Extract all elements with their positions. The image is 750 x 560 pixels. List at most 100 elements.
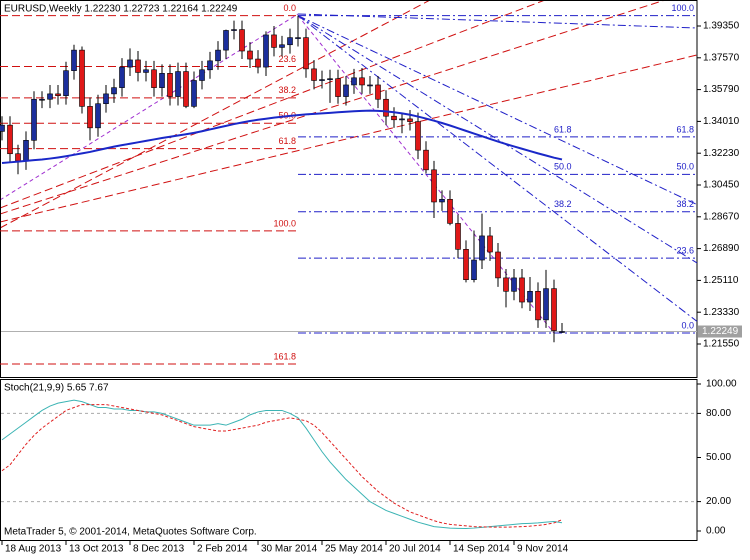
candle-body	[63, 70, 69, 96]
candle-body	[151, 69, 157, 88]
candle-body	[87, 106, 93, 129]
fib-retracement-label: 61.8	[676, 124, 694, 134]
y-tick-label: 1.26890	[703, 243, 740, 254]
y-tick-label: 1.39350	[703, 21, 740, 32]
y-tick-label: 1.23330	[703, 307, 740, 318]
candle-body	[167, 73, 173, 97]
candle-body	[231, 29, 237, 31]
candle-body	[479, 235, 485, 261]
candle-body	[391, 115, 397, 121]
candle-body	[375, 84, 381, 100]
trend-line	[0, 13, 299, 201]
candle-body	[127, 59, 133, 68]
fan-line	[0, 0, 546, 209]
candle-body	[263, 34, 269, 68]
candle-body	[463, 249, 469, 280]
fib-retracement-label: 100.0	[671, 3, 694, 13]
candle-body	[423, 149, 429, 171]
candle-body	[399, 118, 405, 121]
candle-body	[95, 103, 101, 129]
fib-retracement-label: 23.6	[676, 246, 694, 256]
x-tick-label: 13 Oct 2013	[69, 544, 124, 555]
candle-body	[471, 259, 477, 280]
fib-retracement-label: 50.0	[676, 162, 694, 172]
y-tick-label: 1.34010	[703, 116, 740, 127]
fib-retracement-label: 0.0	[681, 320, 694, 330]
candle-body	[559, 331, 565, 333]
fib-expansion-label: 100.0	[273, 218, 296, 228]
candle-body	[503, 277, 509, 292]
candle-body	[31, 98, 37, 141]
candle-body	[311, 68, 317, 81]
candle-body	[495, 251, 501, 279]
y-tick-label: 80.00	[706, 408, 731, 419]
y-tick-label: 1.35790	[703, 84, 740, 95]
candle-body	[535, 290, 541, 321]
candle-body	[271, 34, 277, 48]
candle-body	[175, 71, 181, 97]
drawing-objects	[0, 0, 698, 229]
chart-title: EURUSD,Weekly 1.22230 1.22723 1.22164 1.…	[4, 4, 238, 15]
fib-fan-line	[297, 15, 698, 264]
x-tick-label: 14 Sep 2014	[453, 544, 510, 555]
candle-body	[487, 235, 493, 253]
fib-expansion-label: 38.2	[278, 85, 296, 95]
fib-expansion-label: 61.8	[278, 136, 296, 146]
candle-body	[183, 71, 189, 107]
x-tick-label: 20 Jul 2014	[389, 544, 441, 555]
price-label: 1.22249	[702, 326, 739, 337]
stoch-line	[1, 399, 563, 530]
candle-body	[343, 84, 349, 97]
candle-body	[359, 77, 365, 86]
candle-body	[287, 37, 293, 46]
candle-body	[455, 223, 461, 250]
footer: MetaTrader 5, © 2001-2014, MetaQuotes So…	[4, 527, 257, 538]
candle-body	[223, 30, 229, 51]
candle-body	[39, 98, 45, 101]
x-tick-label: 2 Feb 2014	[197, 544, 248, 555]
y-tick-label: 1.25110	[703, 275, 739, 286]
candle-body	[55, 93, 61, 96]
candle-body	[23, 140, 29, 162]
candle-body	[239, 29, 245, 52]
candle-body	[135, 59, 141, 73]
candle-body	[0, 124, 5, 132]
x-tick-label: 18 Aug 2013	[5, 544, 62, 555]
stoch-line	[1, 404, 563, 528]
moving-average	[1, 109, 563, 165]
candle-body	[103, 93, 109, 105]
candle-body	[551, 288, 557, 331]
candle-body	[351, 77, 357, 86]
y-tick-label: 20.00	[706, 496, 731, 507]
candle-body	[303, 37, 309, 70]
fan-line	[0, 0, 666, 215]
candle-body	[279, 44, 285, 48]
price-label-box	[698, 325, 742, 338]
candle-body	[439, 198, 445, 203]
fib-fan-line	[297, 15, 698, 322]
candle-body	[199, 69, 205, 81]
candle-body	[367, 84, 373, 87]
y-tick-label: 1.32230	[703, 148, 740, 159]
candle-body	[143, 69, 149, 73]
candle-body	[47, 93, 53, 100]
candle-body	[527, 290, 533, 303]
fib-fan-line	[297, 15, 698, 206]
candle-body	[335, 78, 341, 97]
candle-body	[383, 98, 389, 117]
x-tick-label: 9 Nov 2014	[517, 544, 569, 555]
candle-body	[111, 87, 117, 95]
candle-body	[319, 79, 325, 81]
fib-fan-label: 50.0	[554, 162, 572, 172]
fib-retracement-label: 38.2	[676, 199, 694, 209]
fib-expansion-label: 0.0	[283, 3, 296, 13]
x-tick-label: 8 Dec 2013	[133, 544, 185, 555]
fan-line	[0, 0, 431, 229]
fib-expansion-label: 23.6	[278, 54, 296, 64]
candle-body	[7, 124, 13, 155]
x-tick-label: 30 Mar 2014	[261, 544, 318, 555]
candle-body	[247, 50, 253, 60]
